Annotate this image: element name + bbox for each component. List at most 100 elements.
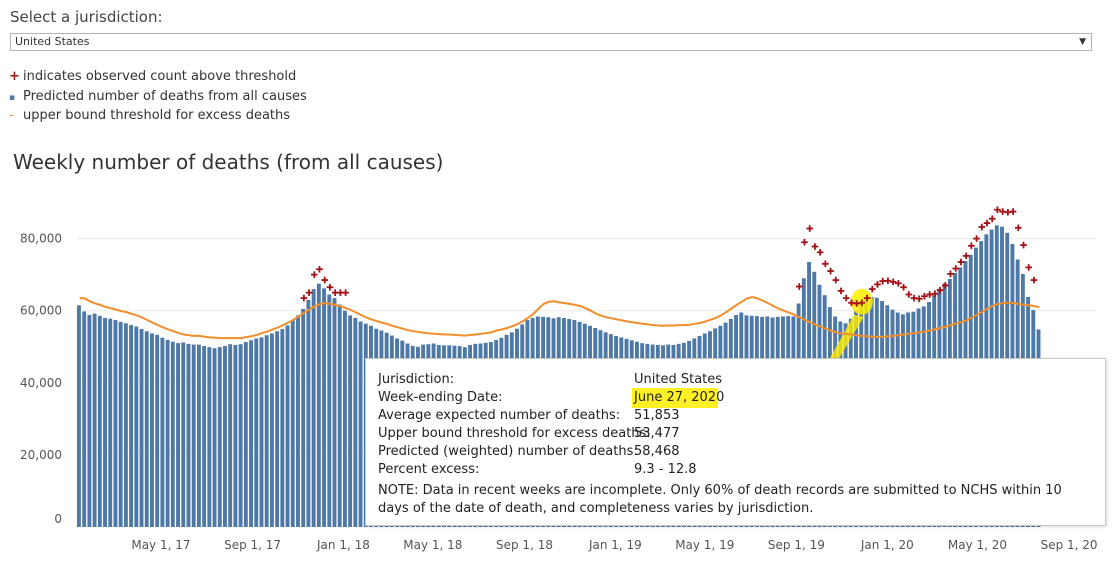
plus-marker bbox=[968, 242, 975, 250]
plus-marker bbox=[936, 286, 944, 294]
bar bbox=[290, 320, 295, 527]
plus-marker bbox=[300, 294, 308, 302]
y-axis: 0 20,000 40,000 60,000 80,000 bbox=[20, 232, 62, 526]
bar bbox=[77, 305, 81, 527]
plus-marker bbox=[973, 235, 980, 242]
y-tick-label: 40,000 bbox=[20, 376, 62, 390]
x-tick-label: Sep 1, 17 bbox=[224, 538, 281, 552]
plus-marker bbox=[962, 252, 970, 260]
bar-swatch-icon: ▪ bbox=[9, 93, 16, 103]
bar bbox=[264, 335, 269, 527]
bar bbox=[280, 329, 285, 527]
x-tick-label: May 1, 18 bbox=[403, 538, 462, 552]
plus-marker bbox=[895, 280, 902, 287]
plus-marker bbox=[868, 285, 876, 293]
bar bbox=[160, 337, 165, 527]
bar bbox=[150, 333, 154, 527]
bar bbox=[353, 317, 358, 527]
plus-marker bbox=[884, 277, 892, 285]
plus-marker bbox=[957, 258, 965, 266]
tooltip-label: Jurisdiction: bbox=[378, 372, 455, 387]
tooltip-value: United States bbox=[634, 372, 723, 387]
bar bbox=[82, 311, 87, 527]
bar bbox=[196, 344, 201, 527]
legend-item-observed: + indicates observed count above threshol… bbox=[9, 69, 296, 84]
bar bbox=[301, 308, 306, 527]
bar bbox=[87, 315, 92, 527]
plus-marker bbox=[874, 281, 881, 288]
y-tick-label: 60,000 bbox=[20, 304, 62, 318]
plus-marker bbox=[983, 219, 991, 227]
bar bbox=[316, 283, 321, 527]
plus-marker bbox=[316, 265, 323, 273]
bar bbox=[202, 346, 207, 527]
bar bbox=[144, 331, 149, 527]
tooltip: Jurisdiction: United States Week-ending … bbox=[365, 358, 1106, 526]
bar bbox=[191, 344, 196, 527]
bar bbox=[322, 288, 327, 527]
x-tick-label: Jan 1, 20 bbox=[860, 538, 914, 552]
plus-marker bbox=[900, 283, 907, 291]
plus-marker bbox=[310, 271, 318, 278]
x-tick-label: May 1, 20 bbox=[948, 538, 1007, 552]
x-tick-label: Sep 1, 20 bbox=[1041, 538, 1098, 552]
y-tick-label: 20,000 bbox=[20, 448, 62, 462]
tooltip-label: Upper bound threshold for excess deaths: bbox=[378, 426, 651, 441]
tooltip-label: Week-ending Date: bbox=[378, 390, 503, 405]
bar bbox=[123, 323, 128, 527]
y-tick-label: 80,000 bbox=[20, 232, 62, 246]
tooltip-value: 51,853 bbox=[634, 408, 680, 423]
bar bbox=[108, 318, 113, 527]
tooltip-value: 53,477 bbox=[634, 426, 680, 441]
plus-marker-icon: + bbox=[9, 69, 20, 84]
tooltip-label: Predicted (weighted) number of deaths: bbox=[378, 444, 638, 459]
x-tick-label: May 1, 17 bbox=[131, 538, 190, 552]
bar bbox=[332, 298, 337, 527]
bar bbox=[342, 310, 347, 527]
plus-marker bbox=[988, 215, 996, 223]
bar bbox=[212, 348, 217, 527]
bar bbox=[165, 339, 170, 527]
plus-marker bbox=[921, 292, 928, 300]
bar bbox=[254, 338, 259, 527]
plus-marker bbox=[941, 282, 949, 289]
bar bbox=[337, 304, 342, 527]
plus-marker bbox=[905, 291, 913, 298]
tooltip-value: 58,468 bbox=[634, 444, 680, 459]
plus-marker bbox=[342, 289, 349, 296]
date-highlight bbox=[632, 388, 718, 408]
bar bbox=[358, 321, 363, 527]
x-tick-label: Sep 1, 18 bbox=[496, 538, 553, 552]
bar bbox=[97, 315, 102, 527]
plus-marker bbox=[321, 276, 329, 284]
x-tick-label: Jan 1, 19 bbox=[588, 538, 642, 552]
legend-item-predicted: ▪ Predicted number of deaths from all cau… bbox=[9, 89, 307, 104]
bar bbox=[306, 299, 311, 527]
jurisdiction-select[interactable]: United States ▼ bbox=[10, 33, 1092, 51]
plus-marker bbox=[806, 225, 814, 232]
plus-marker bbox=[1030, 276, 1038, 284]
plus-marker bbox=[931, 290, 939, 298]
plus-marker bbox=[863, 294, 871, 302]
bar bbox=[238, 344, 243, 527]
plus-marker bbox=[326, 283, 334, 291]
x-axis: May 1, 17 Sep 1, 17 Jan 1, 18 May 1, 18 Sep … bbox=[131, 538, 1098, 552]
plus-marker bbox=[994, 206, 1001, 214]
legend-label: indicates observed count above threshold bbox=[23, 69, 297, 84]
legend-label: upper bound threshold for excess deaths bbox=[23, 108, 291, 123]
chart-title: Weekly number of deaths (from all causes… bbox=[13, 150, 444, 174]
bar bbox=[129, 325, 134, 527]
plus-marker bbox=[837, 287, 845, 295]
plus-marker bbox=[1009, 208, 1017, 215]
x-tick-label: May 1, 19 bbox=[675, 538, 734, 552]
plus-marker bbox=[1025, 264, 1033, 271]
threshold-line bbox=[79, 295, 1040, 340]
legend-label: Predicted number of deaths from all caus… bbox=[23, 89, 307, 104]
tooltip-note: NOTE: Data in recent weeks are incomplet… bbox=[378, 483, 1062, 516]
dropdown-arrow-icon[interactable]: ▼ bbox=[1079, 37, 1086, 47]
plus-marker bbox=[832, 276, 840, 284]
plus-marker bbox=[858, 299, 866, 307]
bar bbox=[186, 343, 191, 527]
plus-marker bbox=[842, 294, 850, 302]
plus-marker bbox=[822, 260, 829, 268]
